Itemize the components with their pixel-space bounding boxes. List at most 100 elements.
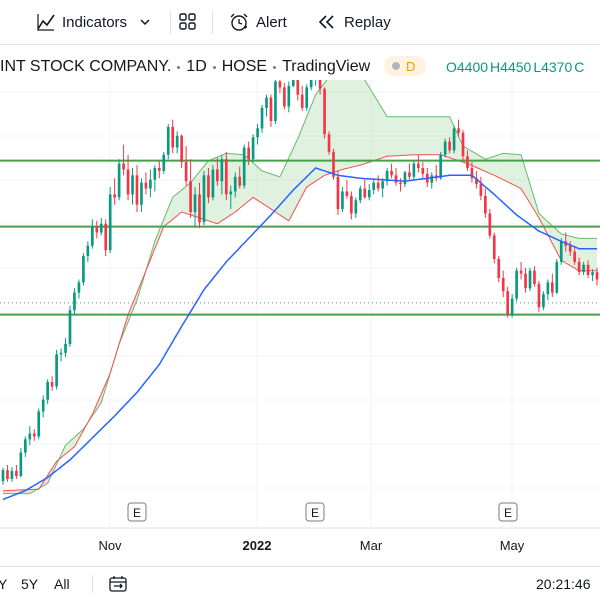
candle-body (443, 141, 447, 155)
candle-body (287, 85, 291, 107)
data-status-badge[interactable]: D (384, 56, 426, 76)
time-axis[interactable]: Nov 2022 Mar May (98, 538, 524, 553)
candle-body (68, 310, 72, 344)
candle-body (528, 270, 532, 289)
interval-label[interactable]: 1D (186, 58, 207, 75)
candle (104, 219, 108, 256)
candle-body (470, 168, 474, 179)
candle-body (144, 182, 148, 189)
candle-body (430, 175, 434, 183)
candle (350, 191, 353, 220)
candle (300, 85, 304, 111)
candle-body (99, 223, 103, 233)
cloud-fill (58, 418, 91, 460)
candle (336, 170, 340, 215)
candle (24, 436, 27, 457)
source-label: TradingView (282, 58, 371, 75)
clock-label: 20:21:46 (536, 576, 591, 592)
candle-body (399, 182, 402, 185)
candle (555, 258, 559, 295)
candle (256, 124, 259, 145)
candle (166, 124, 170, 160)
candle (323, 87, 326, 139)
layout-button[interactable] (178, 0, 198, 44)
candle-body (582, 264, 585, 273)
candle-body (542, 294, 545, 308)
candle (372, 179, 376, 195)
candle-body (573, 251, 576, 262)
candle (318, 80, 322, 95)
candle-body (77, 282, 81, 293)
candle (122, 144, 125, 176)
candle (309, 80, 313, 91)
candle (50, 376, 54, 391)
candle-body (591, 272, 594, 276)
candle (408, 163, 411, 180)
candle-body (90, 226, 94, 246)
candle (153, 165, 157, 192)
candle-body (153, 168, 157, 180)
candle (113, 178, 116, 205)
candle (358, 185, 362, 204)
candle-body (260, 107, 264, 129)
price-chart[interactable]: E E E Nov 2022 Mar May (0, 44, 600, 566)
candle-body (229, 191, 233, 195)
candle (412, 160, 416, 180)
candle (443, 138, 447, 158)
symbol-name[interactable]: INT STOCK COMPANY. (0, 58, 172, 75)
candle (457, 119, 460, 138)
candle (90, 219, 94, 249)
candle-body (265, 97, 268, 108)
chevron-down-icon[interactable] (139, 16, 151, 28)
range-button-5y[interactable]: 5Y (21, 567, 38, 600)
candle (466, 150, 469, 171)
candle-body (577, 261, 581, 273)
candle-body (37, 411, 41, 437)
candle (439, 151, 443, 180)
candle-body (448, 141, 451, 151)
candle-body (475, 178, 478, 185)
candle-body (278, 81, 282, 88)
replay-label: Replay (344, 13, 391, 31)
date-range-button[interactable] (108, 567, 130, 600)
earnings-marker[interactable]: E (305, 502, 325, 522)
candle-body (510, 298, 514, 315)
candle-body (189, 181, 192, 212)
candle (296, 80, 300, 101)
candle (260, 104, 264, 133)
candle-body (19, 452, 23, 476)
range-button-1y[interactable]: Y (0, 567, 7, 600)
earnings-marker-label: E (311, 506, 319, 520)
candle-body (363, 188, 367, 198)
candle-body (372, 182, 376, 190)
range-button-all[interactable]: All (54, 567, 70, 600)
candle-body (216, 169, 219, 182)
candle (32, 429, 36, 441)
candle (15, 465, 18, 479)
indicators-button[interactable]: Indicators (36, 0, 151, 44)
candle-body (350, 195, 353, 214)
earnings-marker[interactable]: E (498, 502, 518, 522)
candle-body (269, 97, 273, 122)
candle (315, 80, 317, 86)
candle-body (367, 190, 371, 198)
candle (144, 172, 148, 195)
alarm-clock-icon (230, 13, 248, 31)
cloud-lower-line (2, 154, 597, 492)
candle (207, 168, 210, 204)
replay-button[interactable]: Replay (316, 0, 391, 44)
candle (55, 349, 58, 390)
candle (198, 182, 201, 229)
earnings-marker[interactable]: E (127, 502, 147, 522)
candle-body (198, 194, 201, 223)
toolbar-divider (212, 10, 213, 34)
calendar-range-icon (109, 576, 127, 592)
candle (117, 159, 121, 201)
clock-display[interactable]: 20:21:46 (536, 567, 591, 600)
candle (591, 269, 594, 281)
event-markers: E E E (127, 502, 518, 522)
time-tick-label: Mar (360, 538, 383, 553)
candle-body (376, 182, 380, 189)
alert-button[interactable]: Alert (228, 0, 287, 44)
candle (434, 165, 438, 182)
